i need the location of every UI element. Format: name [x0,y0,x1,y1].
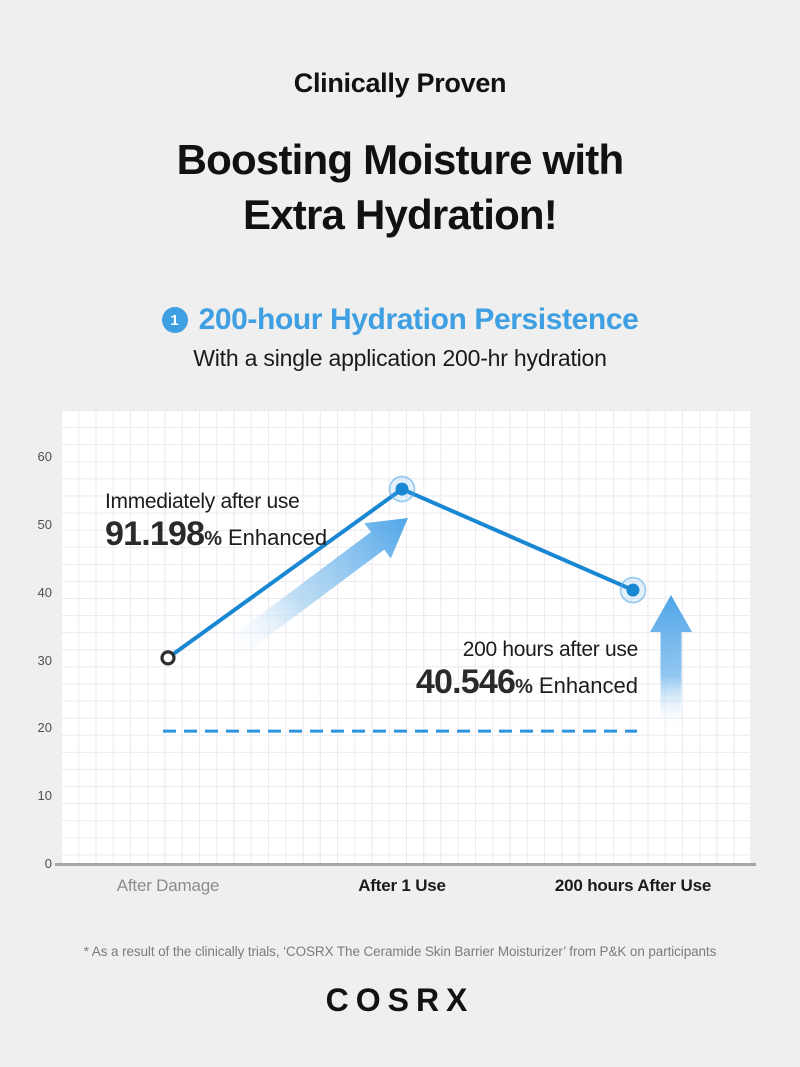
data-point-open [160,650,176,666]
annotation-label: Immediately after use [105,490,300,513]
x-category-label: 200 hours After Use [554,876,712,895]
page-title: Boosting Moisture with Extra Hydration! [0,132,800,242]
annotation-label: 200 hours after use [462,638,639,661]
annotation-percent-sign: % [515,676,533,698]
x-category-label: After 1 Use [358,876,446,895]
section-heading: 1 200-hour Hydration Persistence [0,303,800,337]
annotation-200-hours: 200 hours after use 40.546% Enhanced [416,638,638,702]
data-point [395,482,409,496]
annotation-value: 40.546 [415,663,516,701]
y-tick-label: 60 [37,449,52,465]
number-one-badge: 1 [161,307,188,333]
x-category-label: After Damage [116,876,220,895]
annotation-percent-sign: % [204,528,222,550]
footnote: * As a result of the clinically trials, … [83,944,717,959]
section-subtitle: With a single application 200-hr hydrati… [193,345,607,371]
y-tick-label: 10 [37,788,52,804]
data-series [160,475,647,733]
chart-canvas [160,475,692,733]
hydration-chart: 0 10 20 30 40 50 60 After Damage After 1 Use 200… [0,410,800,910]
y-tick-label: 20 [37,720,52,736]
y-tick-label: 40 [37,584,52,600]
increase-arrow-icon [218,518,408,664]
annotation-suffix: Enhanced [538,673,638,698]
cosrx-logo: COSRX [325,982,475,1018]
x-axis-line [55,863,756,866]
section-title: 200-hour Hydration Persistence [198,303,639,336]
y-tick-label: 50 [37,517,52,532]
annotation-value: 91.198 [105,515,205,553]
data-point [626,583,640,597]
y-tick-label: 0 [44,856,52,871]
annotation-after-1-use: Immediately after use 91.198% Enhanced [105,490,327,554]
annotation-value-row: 91.198% Enhanced [105,515,327,554]
chart-plot-area [61,410,750,865]
y-tick-label: 30 [37,652,52,668]
up-arrow-icon [650,595,692,730]
annotation-value-row: 40.546% Enhanced [416,663,638,702]
annotation-suffix: Enhanced [228,525,328,550]
page-title-line2: Extra Hydration! [243,191,558,238]
page-title-line1: Boosting Moisture with [176,136,625,183]
eyebrow-title: Clinically Proven [293,68,507,98]
